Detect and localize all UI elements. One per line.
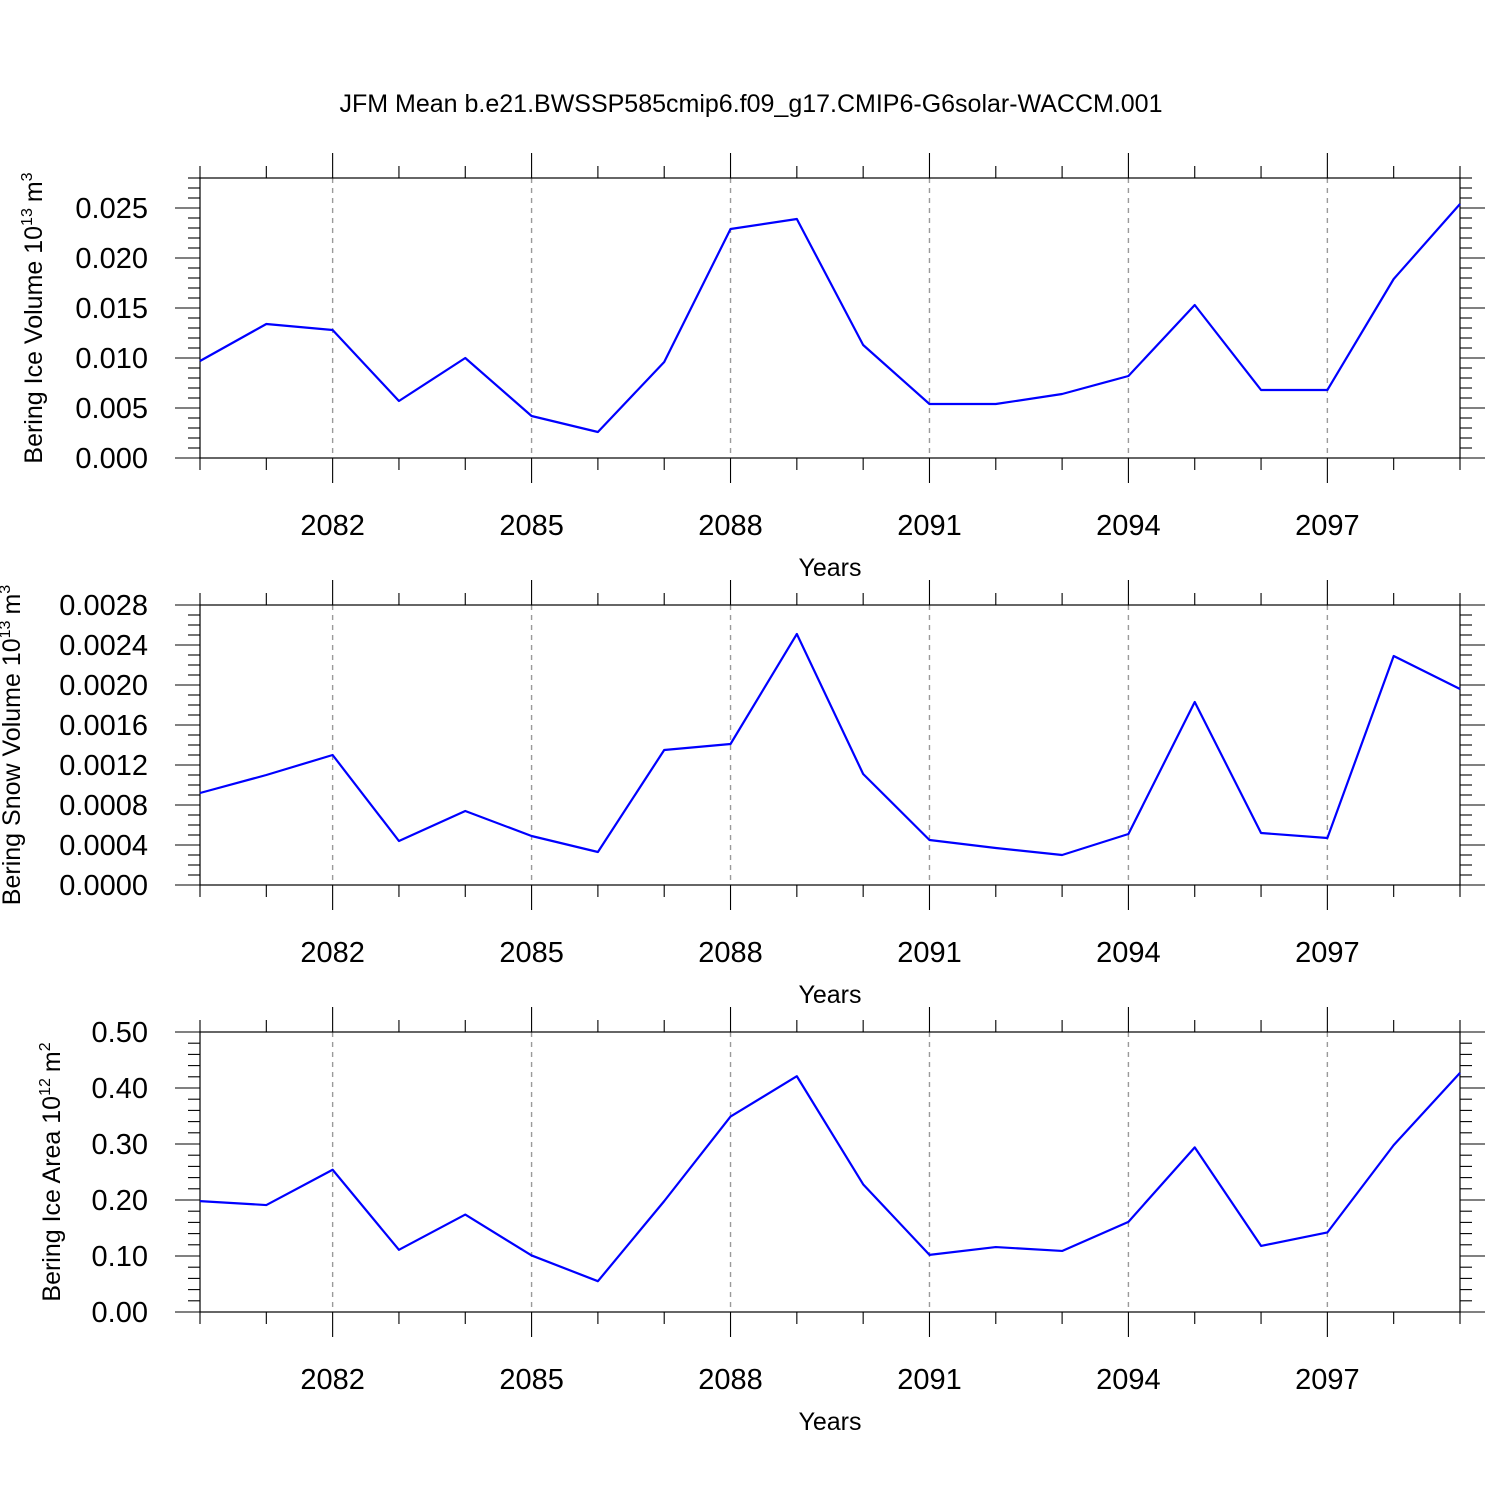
y-axis-title: Bering Ice Area 1012 m2	[37, 1042, 66, 1301]
y-axis-title-ylabel-main: Bering Ice Area 10	[38, 1096, 66, 1302]
x-tick-label: 2091	[897, 510, 962, 542]
y-tick-label: 0.015	[75, 293, 148, 325]
y-tick-label: 0.20	[92, 1185, 148, 1217]
panel-ice-area: 2082 2085 2088 2091 2094 2097 Years 0.00 0.10 0.2…	[37, 1007, 1485, 1436]
x-axis-title: Years	[798, 1408, 861, 1436]
y-axis-title-ylabel-exp: 12	[37, 1078, 54, 1096]
y-tick-label: 0.0004	[59, 830, 148, 862]
y-axis-title-ylabel-main: Bering Snow Volume 10	[0, 638, 26, 905]
y-axis-title-ylabel-unit-exp: 3	[19, 172, 36, 181]
y-axis-title-ylabel-exp: 13	[19, 208, 36, 226]
y-tick-label: 0.0028	[59, 590, 148, 622]
series-line	[199, 632, 1461, 857]
x-tick-label: 2088	[698, 1364, 763, 1396]
x-tick-label: 2085	[499, 937, 564, 969]
y-axis-title-ylabel-main: Bering Ice Volume 10	[20, 226, 48, 464]
y-tick-label: 0.000	[75, 443, 148, 475]
y-tick-label: 0.00	[92, 1297, 148, 1329]
y-tick-label: 0.0016	[59, 710, 148, 742]
x-tick-label: 2094	[1096, 510, 1161, 542]
plot-frame	[199, 1031, 1461, 1313]
y-tick-label: 0.0024	[59, 630, 148, 662]
panel-ice-volume: 2082 2085 2088 2091 2094 2097 Years 0.000 0.005 0…	[19, 153, 1485, 582]
y-axis-title-ylabel-unit: m	[20, 181, 48, 202]
y-tick-label: 0.30	[92, 1129, 148, 1161]
panel-snow-volume: 2082 2085 2088 2091 2094 2097 Years 0.0000 0.000…	[0, 580, 1485, 1009]
y-tick-label: 0.025	[75, 193, 148, 225]
series-line	[199, 203, 1461, 434]
x-tick-label: 2097	[1295, 510, 1360, 542]
x-tick-label: 2085	[499, 510, 564, 542]
y-axis-title: Bering Ice Volume 1013 m3	[19, 172, 48, 463]
y-axis-title-ylabel-unit-exp: 3	[0, 585, 14, 594]
x-axis-title: Years	[798, 981, 861, 1009]
y-tick-label: 0.0000	[59, 870, 148, 902]
figure-title: JFM Mean b.e21.BWSSP585cmip6.f09_g17.CMI…	[339, 90, 1162, 118]
y-tick-label: 0.0020	[59, 670, 148, 702]
plot-frame	[199, 177, 1461, 459]
y-axis-title-ylabel-unit-exp: 2	[37, 1042, 54, 1051]
y-axis-title-ylabel-unit: m	[38, 1051, 66, 1072]
y-tick-label: 0.50	[92, 1017, 148, 1049]
x-tick-label: 2097	[1295, 1364, 1360, 1396]
x-tick-label: 2082	[300, 1364, 365, 1396]
y-axis-title-ylabel-exp: 13	[0, 620, 14, 638]
x-tick-label: 2088	[698, 937, 763, 969]
x-axis-title: Years	[798, 554, 861, 582]
y-tick-label: 0.010	[75, 343, 148, 375]
x-tick-label: 2094	[1096, 937, 1161, 969]
y-tick-label: 0.40	[92, 1073, 148, 1105]
y-tick-label: 0.10	[92, 1241, 148, 1273]
x-tick-label: 2091	[897, 1364, 962, 1396]
x-tick-label: 2088	[698, 510, 763, 542]
x-tick-label: 2097	[1295, 937, 1360, 969]
y-tick-label: 0.005	[75, 393, 148, 425]
y-tick-label: 0.0012	[59, 750, 148, 782]
x-tick-label: 2082	[300, 510, 365, 542]
x-tick-label: 2094	[1096, 1364, 1161, 1396]
x-tick-label: 2091	[897, 937, 962, 969]
y-axis-title: Bering Snow Volume 1013 m3	[0, 585, 26, 905]
y-tick-label: 0.020	[75, 243, 148, 275]
series-line	[199, 1072, 1461, 1283]
x-tick-label: 2082	[300, 937, 365, 969]
plot-frame	[199, 604, 1461, 886]
x-tick-label: 2085	[499, 1364, 564, 1396]
y-tick-label: 0.0008	[59, 790, 148, 822]
y-axis-title-ylabel-unit: m	[0, 594, 26, 615]
